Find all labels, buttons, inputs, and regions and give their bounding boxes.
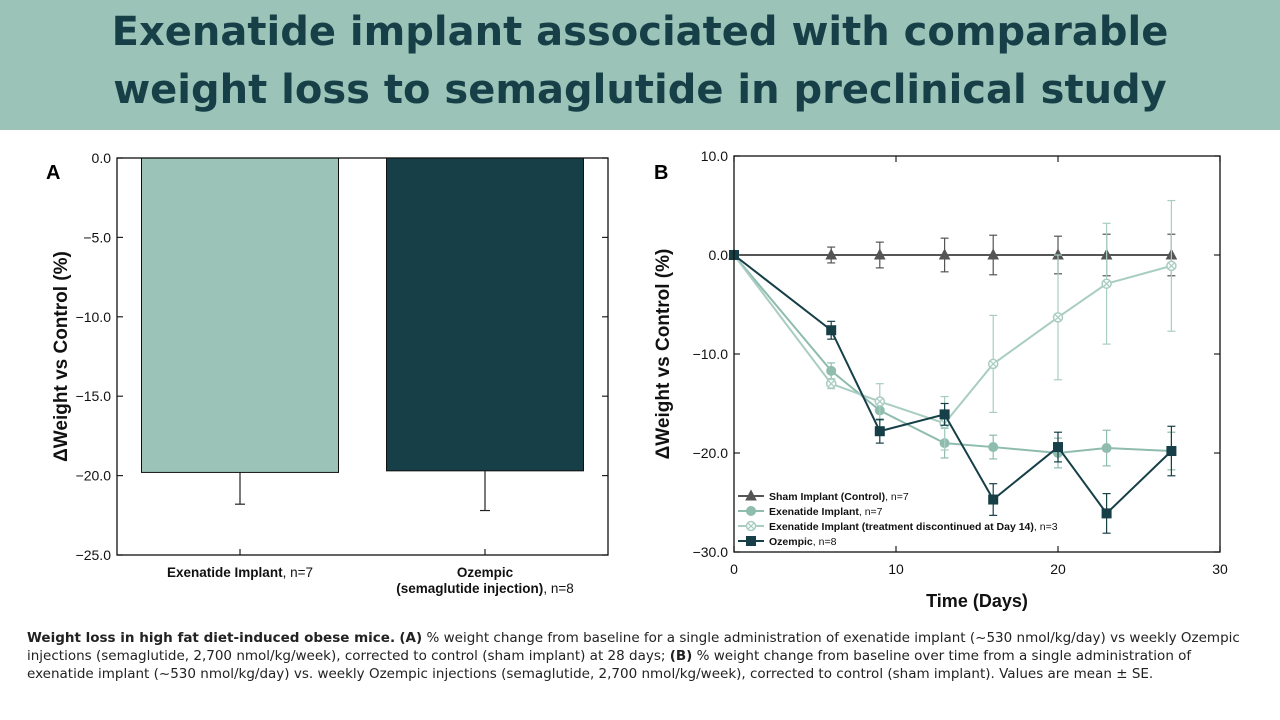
data-point bbox=[988, 442, 999, 453]
data-point bbox=[1052, 312, 1064, 323]
data-point bbox=[987, 358, 999, 370]
title-banner: Exenatide implant associated with compar… bbox=[0, 0, 1280, 130]
bar bbox=[141, 157, 339, 473]
data-point bbox=[826, 365, 837, 376]
legend-label: Sham Implant (Control), n=7 bbox=[769, 491, 909, 503]
x-tick-label: 20 bbox=[1050, 561, 1066, 577]
y-axis-label-a: ΔWeight vs Control (%) bbox=[51, 251, 72, 462]
data-point bbox=[825, 248, 838, 260]
line-chart-b: 10.0 0.0 −10.0 −20.0 −30.00 10 20 30 Sham Implan… bbox=[653, 148, 1228, 611]
data-point bbox=[874, 396, 886, 407]
title-line-1: Exenatide implant associated with compar… bbox=[111, 9, 1169, 55]
plot-frame-a bbox=[116, 157, 609, 556]
y-tick-label: −5.0 bbox=[83, 229, 111, 245]
x-tick-label: Exenatide Implant, n=7 bbox=[167, 565, 313, 580]
data-point bbox=[826, 325, 837, 336]
series-line bbox=[733, 254, 1172, 455]
data-point bbox=[1101, 278, 1112, 289]
y-tick-label: −10.0 bbox=[693, 346, 729, 362]
bar-chart-a: 0.0 −5.0 −10.0 −15.0 −20.0 −25.0 Exenatide Imp… bbox=[51, 150, 609, 596]
title-line-2: weight loss to semaglutide in preclinica… bbox=[113, 67, 1167, 113]
data-point bbox=[1166, 260, 1177, 272]
y-tick-label: −10.0 bbox=[76, 309, 112, 325]
data-point bbox=[825, 378, 837, 389]
series-0 bbox=[728, 233, 1178, 277]
legend-b: Sham Implant (Control), n=7 Exenatide Imp… bbox=[738, 489, 1058, 548]
bar bbox=[386, 157, 584, 472]
data-point bbox=[987, 248, 1000, 260]
series-line bbox=[733, 254, 1172, 425]
panel-a-letter: A bbox=[46, 162, 61, 184]
legend-label: Exenatide Implant (treatment discontinue… bbox=[769, 521, 1058, 533]
y-tick-label: −25.0 bbox=[76, 547, 112, 563]
caption-a-label: (A) bbox=[399, 630, 423, 646]
legend-marker bbox=[745, 520, 757, 532]
data-point bbox=[939, 409, 950, 420]
y-tick-label: 0.0 bbox=[709, 247, 729, 263]
y-tick-label: −20.0 bbox=[76, 468, 112, 484]
legend-marker bbox=[746, 536, 756, 546]
data-point bbox=[988, 494, 999, 505]
data-point bbox=[1166, 446, 1177, 457]
panel-b-letter: B bbox=[654, 162, 669, 184]
data-point bbox=[1101, 443, 1112, 454]
y-tick-label: −15.0 bbox=[76, 388, 112, 404]
y-tick-label: 0.0 bbox=[92, 150, 112, 166]
y-tick-label: −30.0 bbox=[693, 544, 729, 560]
legend-marker bbox=[745, 489, 757, 501]
x-tick-label: Ozempic bbox=[457, 565, 514, 580]
x-tick-label: 30 bbox=[1212, 561, 1228, 577]
axes-b: 10.0 0.0 −10.0 −20.0 −30.00 10 20 30 bbox=[693, 148, 1228, 577]
y-axis-label-b: ΔWeight vs Control (%) bbox=[653, 249, 674, 460]
data-point bbox=[874, 426, 885, 437]
x-tick-label-line2: (semaglutide injection), n=8 bbox=[396, 581, 573, 596]
series-2 bbox=[728, 199, 1177, 451]
caption-b-text: % weight change from baseline over time … bbox=[27, 648, 1192, 682]
data-point bbox=[873, 248, 886, 260]
data-point bbox=[938, 248, 951, 260]
y-tick-label: 10.0 bbox=[701, 148, 728, 164]
series-line bbox=[733, 254, 1173, 515]
plot-frame-b bbox=[733, 155, 1221, 553]
legend-label: Exenatide Implant, n=7 bbox=[769, 506, 883, 518]
caption-lead: Weight loss in high fat diet-induced obe… bbox=[27, 630, 396, 646]
figure-caption: Weight loss in high fat diet-induced obe… bbox=[27, 629, 1252, 683]
data-point bbox=[1053, 442, 1063, 453]
caption-a-text: % weight change from baseline for a sing… bbox=[27, 630, 1240, 664]
x-tick-label: 10 bbox=[888, 561, 904, 577]
y-tick-label: −20.0 bbox=[693, 445, 729, 461]
caption-b-label: (B) bbox=[669, 648, 693, 664]
data-point bbox=[1101, 508, 1112, 519]
legend-label: Ozempic, n=8 bbox=[769, 536, 837, 548]
series-1 bbox=[729, 250, 1177, 471]
x-axis-label-b: Time (Days) bbox=[926, 591, 1028, 611]
x-tick-label: 0 bbox=[730, 561, 738, 577]
legend-marker bbox=[746, 506, 756, 516]
